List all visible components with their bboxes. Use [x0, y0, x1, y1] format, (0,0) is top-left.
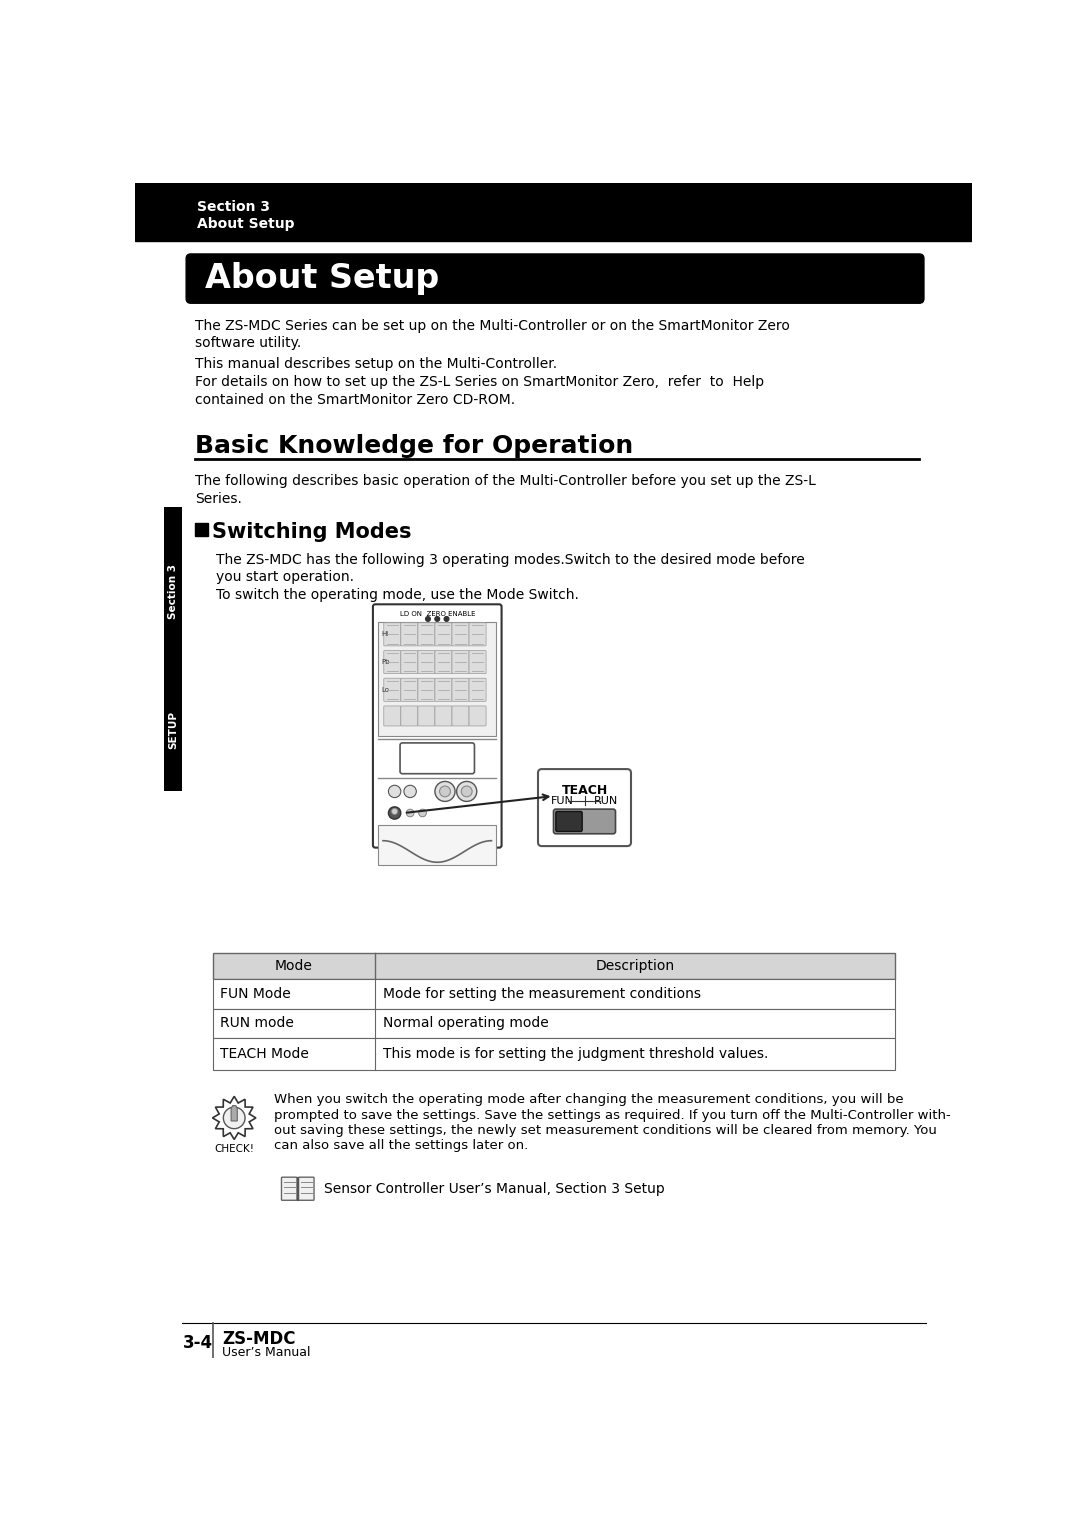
Text: Hi: Hi	[381, 632, 389, 638]
Text: FUN: FUN	[551, 795, 575, 806]
FancyBboxPatch shape	[400, 743, 474, 774]
Text: FUN Mode: FUN Mode	[220, 987, 291, 1001]
Bar	[213, 1038, 894, 1070]
FancyBboxPatch shape	[469, 707, 486, 726]
Circle shape	[440, 786, 450, 797]
Text: User’s Manual: User’s Manual	[221, 1346, 310, 1358]
Text: Basic Knowledge for Operation: Basic Knowledge for Operation	[195, 433, 634, 458]
Circle shape	[419, 809, 427, 816]
Circle shape	[426, 617, 430, 621]
Bar	[164, 507, 181, 792]
FancyBboxPatch shape	[418, 678, 435, 702]
FancyBboxPatch shape	[418, 623, 435, 645]
FancyBboxPatch shape	[373, 604, 501, 847]
FancyBboxPatch shape	[538, 769, 631, 845]
Text: To switch the operating mode, use the Mode Switch.: To switch the operating mode, use the Mo…	[216, 588, 579, 603]
Text: Section 3: Section 3	[168, 563, 178, 618]
Text: The following describes basic operation of the Multi-Controller before you set u: The following describes basic operation …	[195, 475, 816, 488]
Circle shape	[457, 781, 476, 801]
Text: prompted to save the settings. Save the settings as required. If you turn off th: prompted to save the settings. Save the …	[274, 1109, 951, 1122]
Text: About Setup: About Setup	[205, 262, 438, 295]
FancyBboxPatch shape	[435, 707, 451, 726]
Text: TEACH: TEACH	[562, 784, 608, 797]
Text: About Setup: About Setup	[197, 217, 295, 230]
FancyBboxPatch shape	[469, 650, 486, 673]
FancyBboxPatch shape	[383, 623, 401, 645]
Text: Lo: Lo	[381, 687, 390, 693]
Text: This manual describes setup on the Multi-Controller.: This manual describes setup on the Multi…	[195, 357, 557, 371]
Text: contained on the SmartMonitor Zero CD-ROM.: contained on the SmartMonitor Zero CD-RO…	[195, 392, 515, 406]
Circle shape	[444, 617, 449, 621]
Text: Mode: Mode	[275, 960, 313, 974]
Text: Series.: Series.	[195, 491, 242, 507]
FancyBboxPatch shape	[282, 1177, 297, 1201]
Circle shape	[389, 807, 401, 819]
FancyBboxPatch shape	[554, 809, 616, 833]
Text: This mode is for setting the judgment threshold values.: This mode is for setting the judgment th…	[383, 1047, 768, 1061]
Polygon shape	[231, 1105, 238, 1122]
FancyBboxPatch shape	[451, 650, 469, 673]
Bar	[213, 954, 894, 980]
Text: Switching Modes: Switching Modes	[213, 522, 411, 542]
Circle shape	[224, 1108, 245, 1129]
FancyBboxPatch shape	[298, 1177, 314, 1201]
FancyBboxPatch shape	[383, 650, 401, 673]
Text: Normal operating mode: Normal operating mode	[383, 1016, 549, 1030]
FancyBboxPatch shape	[383, 678, 401, 702]
Circle shape	[389, 786, 401, 798]
Circle shape	[435, 781, 455, 801]
FancyBboxPatch shape	[451, 623, 469, 645]
FancyBboxPatch shape	[401, 650, 418, 673]
Text: Pb: Pb	[381, 659, 390, 665]
Text: For details on how to set up the ZS-L Series on SmartMonitor Zero,  refer  to  H: For details on how to set up the ZS-L Se…	[195, 375, 765, 389]
Bar	[213, 980, 894, 1009]
FancyBboxPatch shape	[418, 707, 435, 726]
Text: LD ON  ZERO ENABLE: LD ON ZERO ENABLE	[400, 612, 475, 617]
Text: CHECK!: CHECK!	[214, 1144, 254, 1154]
FancyBboxPatch shape	[401, 623, 418, 645]
Text: Section 3: Section 3	[197, 200, 270, 214]
FancyBboxPatch shape	[401, 707, 418, 726]
Bar	[213, 1009, 894, 1038]
Text: 3-4: 3-4	[183, 1334, 213, 1352]
FancyBboxPatch shape	[418, 650, 435, 673]
Bar	[378, 623, 496, 736]
Text: RUN: RUN	[594, 795, 618, 806]
Text: out saving these settings, the newly set measurement conditions will be cleared : out saving these settings, the newly set…	[274, 1125, 937, 1137]
Text: Description: Description	[595, 960, 674, 974]
Polygon shape	[213, 1096, 256, 1140]
FancyBboxPatch shape	[451, 678, 469, 702]
Bar	[195, 523, 207, 536]
Text: you start operation.: you start operation.	[216, 571, 353, 584]
Bar	[135, 183, 972, 241]
FancyBboxPatch shape	[435, 650, 451, 673]
FancyBboxPatch shape	[401, 678, 418, 702]
Text: The ZS-MDC Series can be set up on the Multi-Controller or on the SmartMonitor Z: The ZS-MDC Series can be set up on the M…	[195, 319, 791, 333]
FancyBboxPatch shape	[556, 812, 582, 832]
Circle shape	[406, 809, 414, 816]
Circle shape	[404, 786, 416, 798]
FancyBboxPatch shape	[383, 707, 401, 726]
FancyBboxPatch shape	[435, 623, 451, 645]
Text: RUN mode: RUN mode	[220, 1016, 294, 1030]
Text: Mode for setting the measurement conditions: Mode for setting the measurement conditi…	[383, 987, 701, 1001]
Text: software utility.: software utility.	[195, 336, 301, 351]
Circle shape	[461, 786, 472, 797]
FancyBboxPatch shape	[186, 253, 924, 304]
FancyBboxPatch shape	[435, 678, 451, 702]
Text: ZS-MDC: ZS-MDC	[221, 1331, 295, 1349]
Text: The ZS-MDC has the following 3 operating modes.Switch to the desired mode before: The ZS-MDC has the following 3 operating…	[216, 552, 805, 566]
FancyBboxPatch shape	[469, 678, 486, 702]
Text: TEACH Mode: TEACH Mode	[220, 1047, 309, 1061]
Text: SETUP: SETUP	[168, 711, 178, 749]
Text: can also save all the settings later on.: can also save all the settings later on.	[274, 1140, 529, 1152]
Bar	[378, 826, 496, 865]
Text: Sensor Controller User’s Manual, Section 3 Setup: Sensor Controller User’s Manual, Section…	[324, 1181, 665, 1196]
Circle shape	[392, 809, 397, 815]
Circle shape	[435, 617, 440, 621]
FancyBboxPatch shape	[469, 623, 486, 645]
Text: When you switch the operating mode after changing the measurement conditions, yo: When you switch the operating mode after…	[274, 1093, 904, 1106]
FancyBboxPatch shape	[451, 707, 469, 726]
